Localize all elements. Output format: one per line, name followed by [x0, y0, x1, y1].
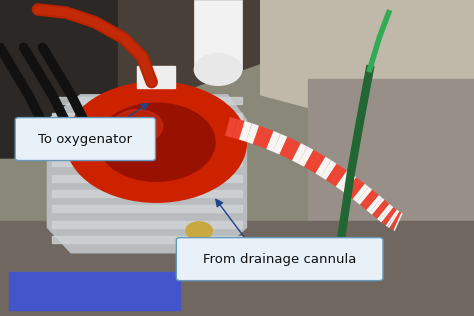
Polygon shape	[118, 0, 261, 88]
Bar	[52, 144, 242, 151]
Polygon shape	[261, 0, 474, 142]
Circle shape	[194, 54, 242, 85]
Bar	[52, 236, 242, 243]
Circle shape	[112, 110, 163, 143]
Circle shape	[98, 103, 215, 181]
Bar	[52, 113, 242, 120]
Polygon shape	[47, 95, 246, 253]
Bar	[52, 128, 242, 135]
Bar	[52, 97, 242, 104]
Circle shape	[186, 222, 212, 240]
FancyBboxPatch shape	[176, 238, 383, 281]
Text: To oxygenator: To oxygenator	[38, 132, 132, 146]
FancyBboxPatch shape	[15, 118, 155, 161]
Bar	[194, 0, 242, 70]
Circle shape	[66, 82, 246, 202]
Bar	[52, 205, 242, 212]
Text: From drainage cannula: From drainage cannula	[203, 252, 356, 266]
Bar	[52, 221, 242, 228]
Bar	[52, 190, 242, 197]
Bar	[137, 66, 175, 88]
Polygon shape	[0, 0, 142, 158]
Bar	[0, 221, 474, 316]
Bar	[308, 79, 474, 316]
Polygon shape	[9, 272, 180, 310]
Bar	[52, 159, 242, 166]
Bar	[52, 174, 242, 181]
